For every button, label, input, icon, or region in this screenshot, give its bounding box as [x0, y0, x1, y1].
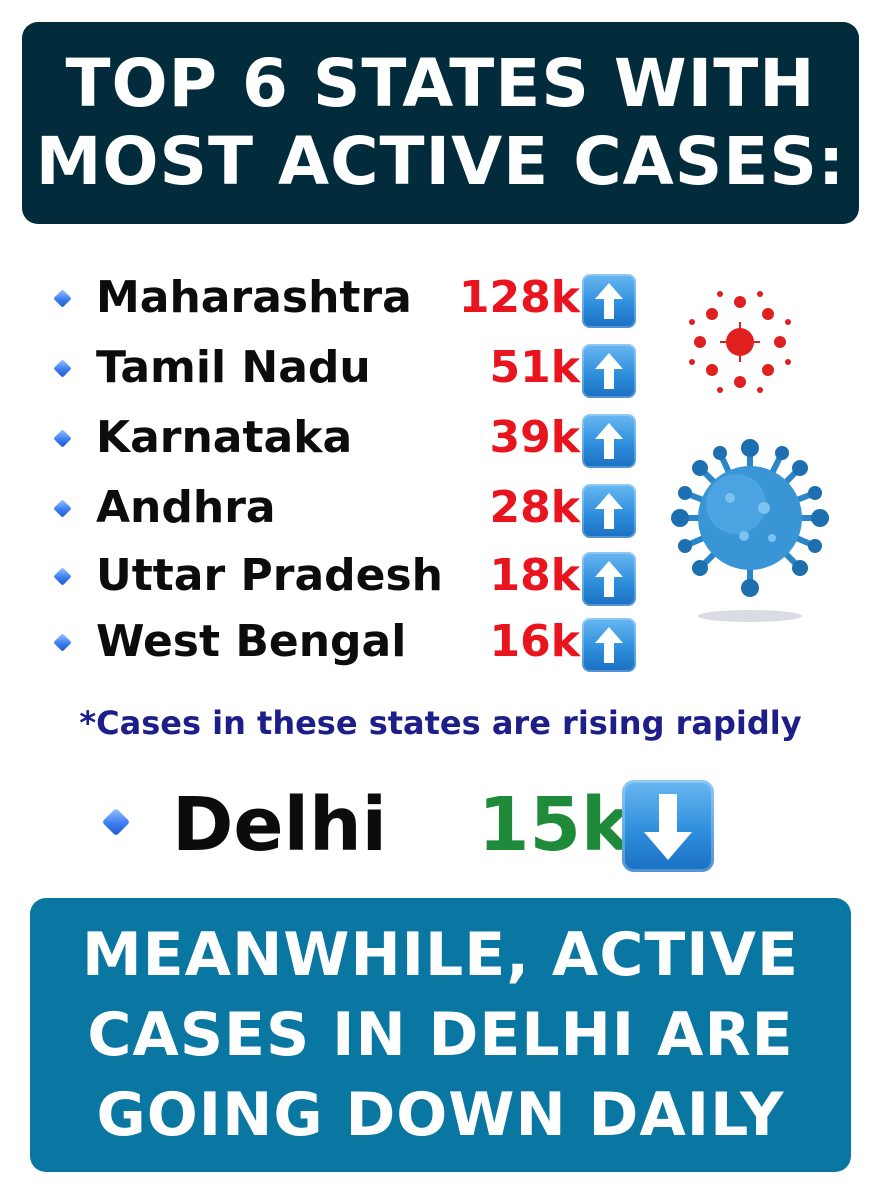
bottom-line-1: MEANWHILE, ACTIVE — [81, 920, 800, 990]
state-name: Tamil Nadu — [96, 342, 371, 393]
state-count: 128k — [458, 272, 580, 323]
state-count: 39k — [489, 412, 581, 463]
virus-large-icon — [671, 439, 829, 622]
up-arrow-icon — [582, 274, 636, 328]
state-row: Uttar Pradesh 18k — [0, 548, 660, 614]
up-arrow-icon — [582, 414, 636, 468]
up-arrow-icon — [582, 552, 636, 606]
up-arrow-icon — [582, 484, 636, 538]
bullet-diamond-icon — [101, 807, 131, 837]
state-name: Uttar Pradesh — [96, 550, 443, 601]
state-row: Tamil Nadu 51k — [0, 340, 660, 406]
bottom-banner: MEANWHILE, ACTIVE CASES IN DELHI ARE GOI… — [30, 898, 851, 1172]
bullet-diamond-icon — [53, 499, 72, 518]
state-name: Maharashtra — [96, 272, 412, 323]
state-row: Andhra 28k — [0, 480, 660, 546]
bullet-diamond-icon — [53, 567, 72, 586]
virus-small-icon — [689, 291, 791, 393]
bullet-diamond-icon — [53, 359, 72, 378]
state-count: 16k — [489, 616, 581, 667]
title-line-2: MOST ACTIVE CASES: — [35, 123, 846, 200]
state-row: Karnataka 39k — [0, 410, 660, 476]
up-arrow-icon — [582, 618, 636, 672]
delhi-count: 15k — [478, 782, 631, 868]
state-count: 18k — [489, 550, 581, 601]
down-arrow-icon — [622, 780, 714, 872]
state-row: Maharashtra 128k — [0, 270, 660, 336]
bullet-diamond-icon — [53, 429, 72, 448]
state-count: 28k — [489, 482, 581, 533]
state-row: West Bengal 16k — [0, 614, 660, 680]
title-line-1: TOP 6 STATES WITH — [65, 45, 816, 122]
state-name: West Bengal — [96, 616, 407, 667]
delhi-name: Delhi — [172, 782, 388, 868]
bottom-line-3: GOING DOWN DAILY — [96, 1080, 785, 1150]
state-count: 51k — [489, 342, 581, 393]
title-banner: TOP 6 STATES WITH MOST ACTIVE CASES: — [22, 22, 859, 224]
up-arrow-icon — [582, 344, 636, 398]
state-name: Andhra — [96, 482, 276, 533]
bottom-line-2: CASES IN DELHI ARE — [87, 1000, 794, 1070]
state-name: Karnataka — [96, 412, 353, 463]
rising-note: *Cases in these states are rising rapidl… — [79, 704, 802, 742]
bullet-diamond-icon — [53, 289, 72, 308]
bullet-diamond-icon — [53, 633, 72, 652]
